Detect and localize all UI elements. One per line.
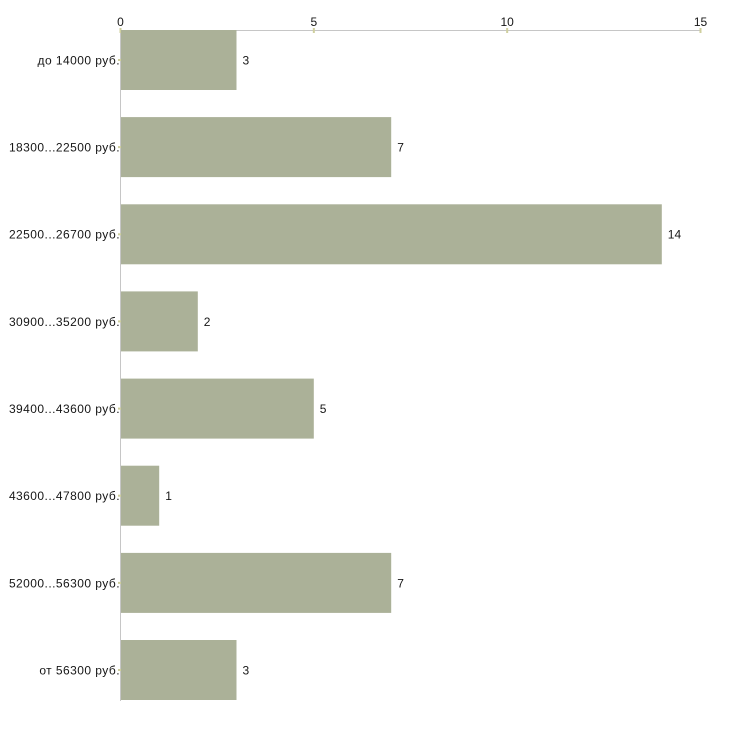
svg-text:22500...26700 руб.: 22500...26700 руб. [9,228,120,242]
svg-text:39400...43600 руб.: 39400...43600 руб. [9,402,120,416]
svg-text:43600...47800 руб.: 43600...47800 руб. [9,489,120,503]
svg-text:7: 7 [397,576,404,590]
svg-text:30900...35200 руб.: 30900...35200 руб. [9,315,120,329]
svg-text:от 56300 руб.: от 56300 руб. [39,663,120,677]
svg-text:7: 7 [397,141,404,155]
svg-text:до 14000 руб.: до 14000 руб. [38,53,120,67]
svg-text:5: 5 [320,402,327,416]
svg-text:5: 5 [310,15,317,29]
svg-text:18300...22500 руб.: 18300...22500 руб. [9,141,120,155]
svg-text:10: 10 [500,15,514,29]
svg-text:14: 14 [668,228,682,242]
svg-text:0: 0 [117,15,124,29]
svg-text:3: 3 [243,53,250,67]
svg-text:2: 2 [204,315,211,329]
svg-text:1: 1 [165,489,172,503]
svg-text:52000...56300 руб.: 52000...56300 руб. [9,576,120,590]
svg-text:15: 15 [694,15,708,29]
svg-text:3: 3 [243,663,250,677]
